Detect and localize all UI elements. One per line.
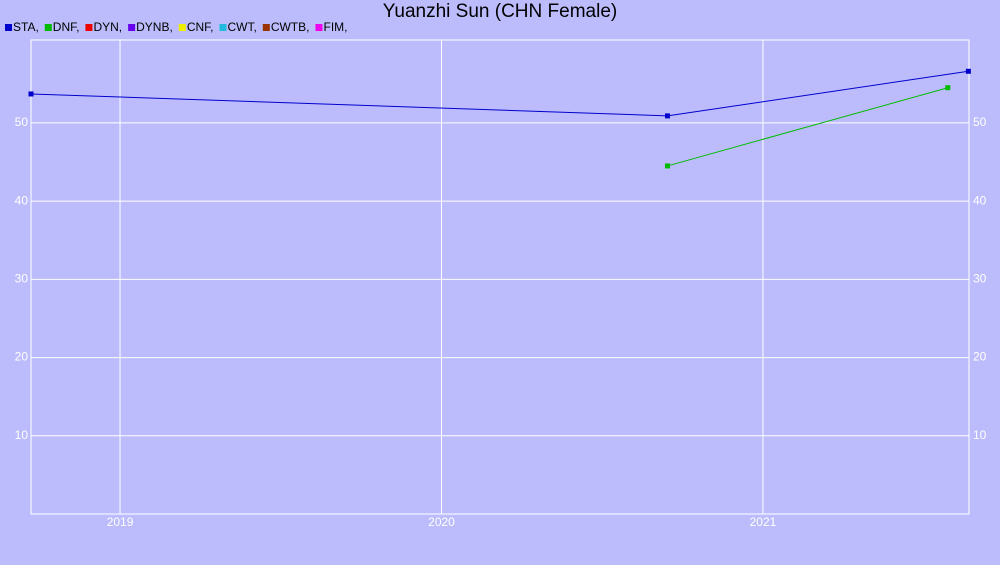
legend-label: CWTB, [271, 20, 310, 34]
plot-area [30, 39, 970, 515]
x-tick-label: 2021 [750, 515, 777, 529]
legend-swatch [262, 24, 270, 31]
chart-title: Yuanzhi Sun (CHN Female) [383, 1, 617, 22]
legend-swatch [128, 24, 136, 31]
legend-label: CWT, [227, 20, 256, 34]
series-line [667, 87, 948, 167]
y-tick-label: 50 [15, 115, 29, 129]
x-tick-label: 2019 [107, 515, 134, 529]
legend-label: FIM, [323, 20, 347, 34]
legend-label: DYN, [93, 20, 122, 34]
data-point [664, 113, 670, 119]
y-tick-label: 40 [15, 193, 29, 207]
data-point [664, 163, 670, 169]
y-tick-label: 20 [15, 350, 29, 364]
x-tick-label: 2020 [428, 515, 455, 529]
legend-label: STA, [13, 20, 39, 34]
y2-tick-label: 10 [973, 428, 987, 442]
legend-label: CNF, [187, 20, 214, 34]
data-point [28, 91, 34, 97]
y2-tick-label: 40 [973, 193, 987, 207]
legend-swatch [44, 24, 52, 31]
y-tick-label: 10 [15, 428, 29, 442]
y2-tick-label: 20 [973, 350, 987, 364]
data-point [945, 85, 951, 91]
data-point [965, 68, 971, 74]
y2-tick-label: 50 [973, 115, 987, 129]
legend-swatch [5, 24, 12, 31]
y-tick-label: 30 [15, 272, 29, 286]
legend-label: DYNB, [136, 20, 173, 34]
legend-swatch [219, 24, 227, 31]
y2-tick-label: 30 [973, 272, 987, 286]
legend-swatch [315, 24, 323, 31]
legend-swatch [178, 24, 186, 31]
legend-swatch [85, 24, 93, 31]
legend-label: DNF, [53, 20, 80, 34]
